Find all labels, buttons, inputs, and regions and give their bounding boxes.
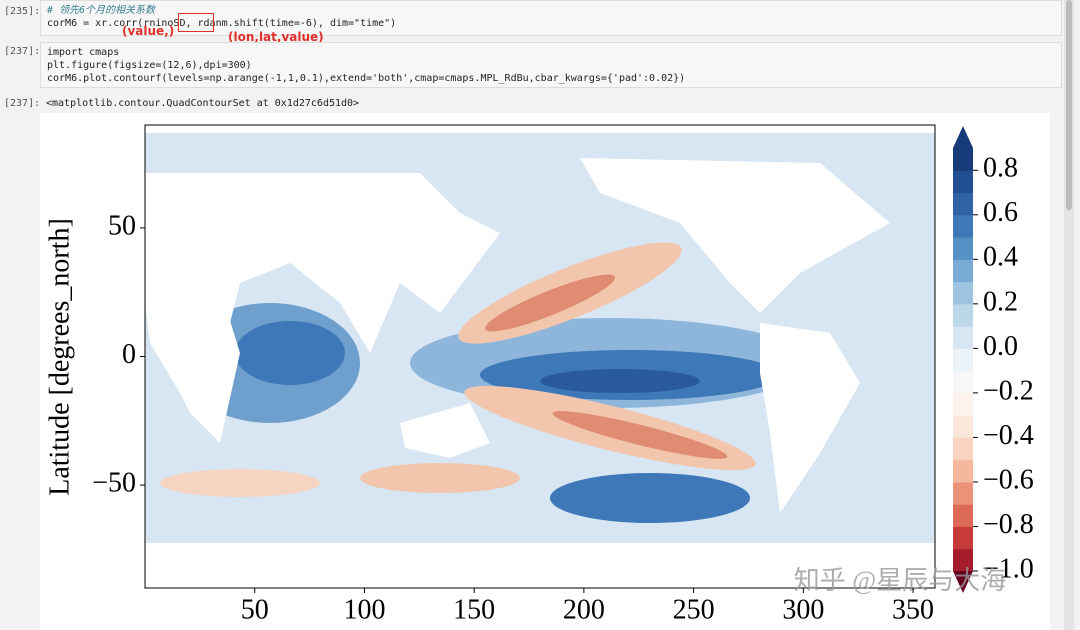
colorbar-band (953, 548, 973, 572)
annotation: (lon,lat,value) (228, 30, 324, 44)
colorbar-tick-label: 0.4 (983, 242, 1018, 273)
colorbar-band (953, 170, 973, 194)
colorbar-band (953, 237, 973, 260)
colorbar-tick-label: 0.2 (983, 286, 1018, 317)
prompt: [237]: (4, 98, 41, 109)
colorbar-band (953, 415, 973, 438)
code-line: plt.figure(figsize=(12,6),dpi=300) (47, 60, 252, 71)
colorbar-band (953, 437, 973, 461)
colorbar-tick-label: −0.2 (983, 375, 1034, 406)
colorbar-tick-label: −0.8 (983, 509, 1034, 540)
colorbar-band (953, 526, 973, 550)
code-cell[interactable]: import cmaps plt.figure(figsize=(12,6),d… (40, 42, 1062, 88)
colorbar-tick-label: 0.0 (983, 331, 1018, 362)
colorbar-tick-label: −1.0 (983, 553, 1034, 584)
colorbar-band (953, 214, 973, 238)
colorbar-band (953, 481, 973, 505)
watermark: 知乎 @星辰与大海 (794, 566, 1006, 595)
y-tick-label: −50 (92, 468, 136, 499)
x-tick-label: 200 (563, 594, 605, 625)
colorbar-band (953, 370, 973, 394)
colorbar-extend (953, 126, 973, 148)
x-tick-label: 50 (241, 594, 269, 625)
colorbar-band (953, 504, 973, 527)
code-cell[interactable]: # 领先6个月的相关系数 corM6 = xr.corr(rninoSD, rd… (40, 0, 1062, 36)
colorbar-band (953, 281, 973, 305)
colorbar-band (953, 303, 973, 327)
colorbar-tick-label: 0.6 (983, 197, 1018, 228)
x-tick-label: 350 (892, 594, 934, 625)
colorbar-extend (953, 571, 973, 593)
code-line: import cmaps (47, 47, 120, 58)
scroll-thumb[interactable] (1066, 0, 1072, 210)
x-tick-label: 100 (343, 594, 385, 625)
colorbar-band (953, 326, 973, 349)
output-text: <matplotlib.contour.QuadContourSet at 0x… (46, 98, 360, 109)
y-tick-label: 50 (108, 210, 136, 241)
y-tick-label: 0 (122, 339, 136, 370)
colorbar-band (953, 259, 973, 283)
scrollbar[interactable] (1064, 0, 1074, 630)
y-axis-label: Latitude [degrees_north] (44, 218, 75, 496)
code-line: corM6.plot.contourf(levels=np.arange(-1,… (47, 73, 686, 84)
colorbar-tick-label: −0.6 (983, 464, 1034, 495)
colorbar-band (953, 392, 973, 416)
colorbar-band (953, 459, 973, 483)
prompt: [237]: (4, 46, 41, 57)
colorbar-band (953, 148, 973, 171)
highlight-box (178, 13, 214, 32)
code-line: # 领先6个月的相关系数 (47, 5, 156, 16)
colorbar: 0.8 0.6 0.4 0.2 0.0 −0.2 −0.4 −0.6 −0.8 −1.0 (953, 126, 1034, 593)
colorbar-tick-label: −0.4 (983, 420, 1034, 451)
x-tick-label: 250 (673, 594, 715, 625)
code-line: corM6 = xr.corr(rninoSD, rdanm.shift(tim… (47, 18, 397, 29)
annotation: (value,) (122, 24, 175, 38)
colorbar-tick-label: 0.8 (983, 153, 1018, 184)
prompt: [235]: (4, 6, 41, 17)
x-tick-label: 300 (782, 594, 824, 625)
colorbar-band (953, 192, 973, 216)
colorbar-band (953, 348, 973, 372)
contour-field (145, 125, 935, 588)
x-tick-label: 150 (453, 594, 495, 625)
chart: 0.8 0.6 0.4 0.2 0.0 −0.2 −0.4 −0.6 −0.8 −1.0 Lati… (40, 113, 1050, 630)
